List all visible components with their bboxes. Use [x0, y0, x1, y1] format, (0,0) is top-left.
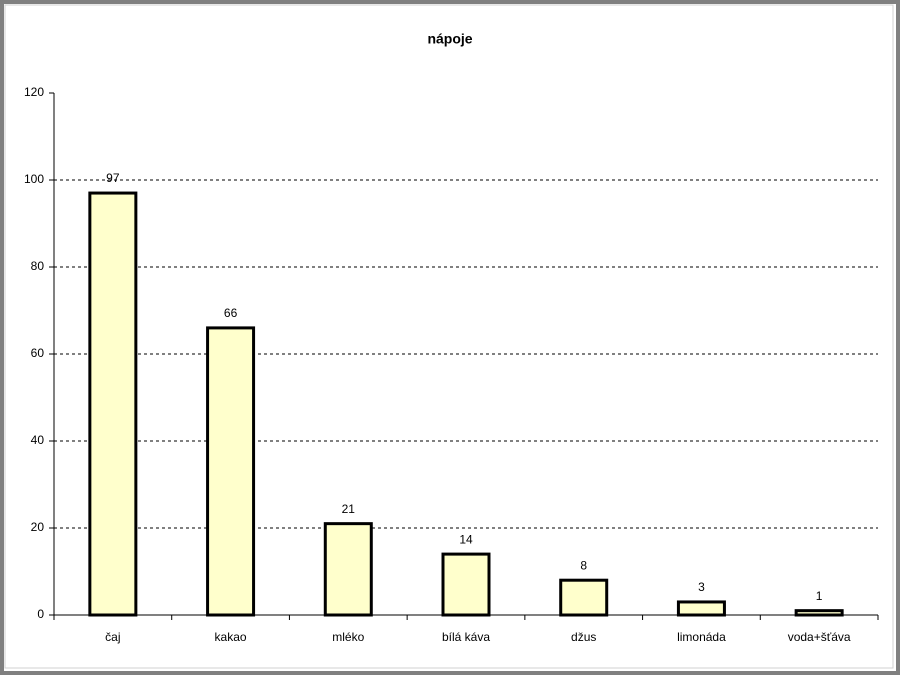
y-tick-label: 60 [31, 346, 45, 360]
value-label: 1 [816, 589, 823, 603]
value-label: 3 [698, 580, 705, 594]
y-tick-label: 80 [31, 259, 45, 273]
x-tick-label: limonáda [677, 630, 726, 644]
value-label: 97 [106, 171, 120, 185]
chart-title: nápoje [427, 31, 472, 47]
x-tick-label: bílá káva [442, 630, 490, 644]
bar [88, 191, 138, 617]
bar [676, 600, 726, 617]
value-label: 21 [342, 502, 356, 516]
bar [559, 578, 609, 617]
y-tick-label: 20 [31, 520, 45, 534]
value-label: 8 [580, 558, 587, 572]
y-tick-label: 0 [37, 607, 44, 621]
bar [206, 326, 256, 617]
bar [441, 552, 491, 617]
x-tick-label: džus [571, 630, 596, 644]
x-tick-label: voda+šťáva [788, 630, 851, 644]
bar [323, 522, 373, 617]
chart-inner-frame [4, 4, 894, 669]
y-tick-label: 120 [24, 85, 44, 99]
y-tick-label: 40 [31, 433, 45, 447]
value-label: 14 [459, 532, 473, 546]
x-tick-label: kakao [215, 630, 247, 644]
y-tick-label: 100 [24, 172, 44, 186]
bar [794, 609, 844, 617]
x-tick-label: mléko [332, 630, 364, 644]
value-label: 66 [224, 306, 238, 320]
x-tick-label: čaj [105, 630, 120, 644]
